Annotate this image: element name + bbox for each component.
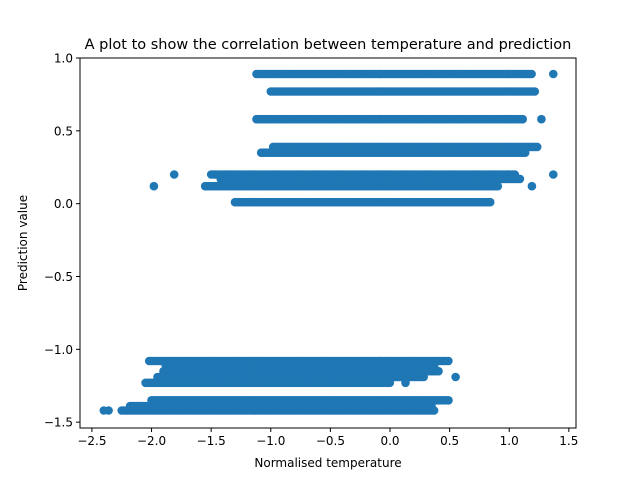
- y-tick-label: 0.0: [54, 197, 73, 211]
- point-band: [216, 174, 525, 184]
- point-band: [141, 378, 410, 388]
- x-tick-label: 0.0: [380, 434, 399, 448]
- x-tick-label: 1.5: [559, 434, 578, 448]
- x-tick-label: −1.5: [197, 434, 226, 448]
- data-point: [169, 170, 179, 179]
- point-band: [256, 148, 530, 157]
- data-point: [444, 356, 453, 366]
- data-point: [485, 197, 495, 207]
- data-point: [252, 69, 261, 79]
- data-point: [493, 181, 503, 191]
- data-point: [520, 148, 530, 157]
- point-band: [149, 181, 537, 191]
- data-point: [401, 378, 410, 388]
- data-point: [434, 366, 443, 376]
- data-point: [429, 406, 439, 415]
- y-tick-label: 0.5: [54, 124, 73, 138]
- data-point: [518, 114, 527, 124]
- point-band: [266, 87, 540, 96]
- x-axis-label: Normalised temperature: [254, 456, 401, 470]
- x-tick-label: 0.5: [440, 434, 459, 448]
- y-tick-label: −1.5: [44, 416, 73, 430]
- chart-title: A plot to show the correlation between t…: [85, 37, 572, 53]
- y-tick-label: −0.5: [44, 270, 73, 284]
- x-tick-label: −2.0: [137, 434, 166, 448]
- y-axis-ticks: −1.5 −1.0 −0.5 0.0 0.5 1.0: [44, 52, 80, 430]
- point-band: [252, 114, 546, 124]
- x-tick-label: −0.5: [316, 434, 345, 448]
- x-axis-ticks: −2.5 −2.0 −1.5 −1.0 −0.5 0.0 0.5 1.0 1.5: [77, 428, 578, 448]
- data-point: [515, 174, 525, 184]
- x-tick-label: 1.0: [500, 434, 519, 448]
- data-point: [549, 69, 558, 79]
- y-tick-label: 1.0: [54, 52, 73, 66]
- data-point: [419, 372, 429, 382]
- data-point: [527, 69, 536, 79]
- data-point: [149, 181, 159, 191]
- data-point: [527, 181, 537, 191]
- data-point: [104, 406, 113, 415]
- data-point: [530, 87, 540, 96]
- data-point: [549, 170, 558, 179]
- plot-frame: [79, 57, 577, 429]
- data-point: [444, 396, 453, 405]
- y-tick-label: −1.0: [44, 343, 73, 357]
- point-band: [230, 197, 495, 207]
- point-band: [99, 406, 439, 415]
- point-band: [252, 69, 558, 79]
- x-tick-label: −1.0: [256, 434, 285, 448]
- x-tick-label: −2.5: [77, 434, 106, 448]
- data-point: [537, 114, 546, 124]
- data-point: [532, 142, 542, 152]
- y-axis-label: Prediction value: [16, 195, 30, 291]
- data-point: [451, 372, 460, 382]
- data-point: [385, 378, 395, 388]
- scatter-points: [99, 69, 558, 415]
